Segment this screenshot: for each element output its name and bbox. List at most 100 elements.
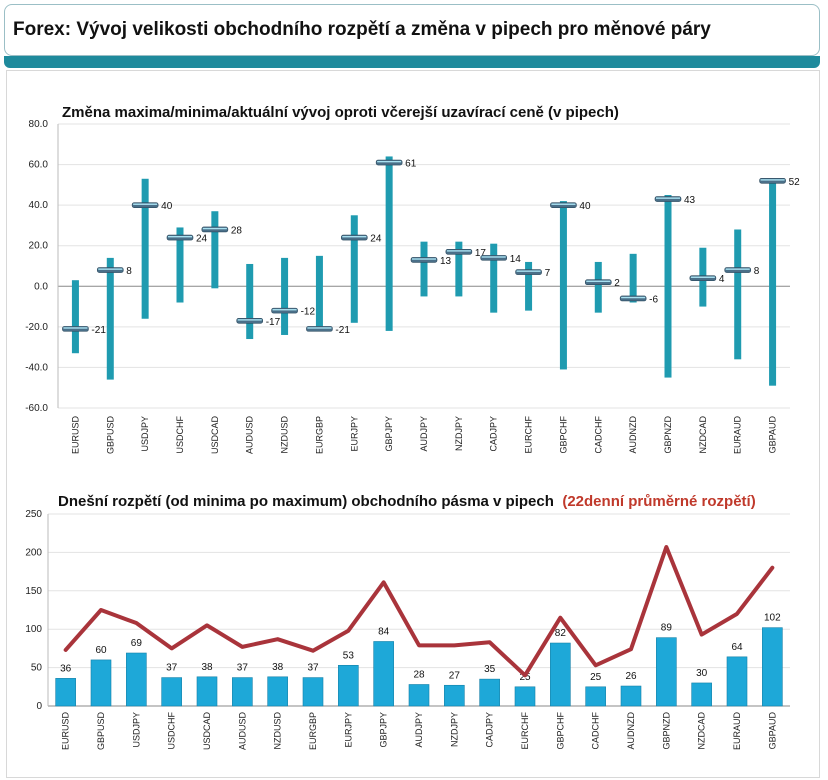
y-tick-label: 20.0 — [29, 241, 49, 252]
category-label: EURUSD — [70, 416, 80, 455]
category-label: EURGBP — [308, 712, 318, 750]
current-marker-highlight — [202, 227, 227, 230]
category-label: NZDJPY — [454, 416, 464, 451]
bar-value-label: 82 — [555, 628, 567, 639]
current-marker-highlight — [481, 256, 506, 258]
current-marker — [445, 249, 473, 255]
category-label: CADCHF — [591, 711, 601, 749]
bar — [444, 684, 465, 707]
range-bar — [629, 253, 637, 303]
value-label: -21 — [335, 325, 350, 336]
current-marker — [619, 295, 647, 302]
current-marker — [724, 267, 752, 273]
category-label: AUDNZD — [626, 712, 636, 750]
range-bar — [594, 261, 602, 313]
bar-value-label: 60 — [95, 645, 107, 656]
y-tick-label: 100 — [25, 624, 42, 635]
value-label: 8 — [754, 266, 760, 277]
value-label: 40 — [161, 201, 173, 212]
value-label: -6 — [649, 294, 658, 305]
page-title: Forex: Vývoj velikosti obchodního rozpět… — [13, 19, 711, 40]
range-bar — [71, 280, 79, 354]
current-marker-highlight — [272, 309, 297, 311]
bar-value-label: 38 — [272, 662, 284, 673]
category-label: EURCHF — [524, 415, 534, 453]
y-tick-label: -60.0 — [25, 403, 48, 414]
current-marker-highlight — [621, 296, 646, 299]
bar-value-label: 27 — [449, 670, 461, 681]
current-marker — [584, 279, 612, 286]
current-marker — [759, 178, 786, 184]
bar-value-label: 64 — [731, 642, 743, 653]
current-marker-highlight — [690, 276, 715, 278]
range-chart-title: Změna maxima/minima/aktuální vývoj oprot… — [62, 104, 619, 121]
current-marker — [131, 202, 159, 208]
y-tick-label: 150 — [25, 586, 42, 597]
bar-line-chart: Dnešní rozpětí (od minima po maximum) ob… — [25, 493, 790, 751]
bar — [267, 676, 288, 707]
value-label: 8 — [126, 266, 132, 277]
bar — [90, 659, 112, 707]
value-label: 7 — [545, 268, 551, 279]
bar-value-label: 38 — [201, 662, 213, 673]
category-label: AUDUSD — [245, 416, 255, 455]
bar-value-label: 37 — [307, 663, 319, 674]
category-label: GBPNZD — [661, 712, 671, 750]
average-line — [63, 545, 775, 678]
range-bar — [350, 215, 358, 323]
range-bar — [176, 227, 184, 303]
bar-value-label: 30 — [696, 668, 708, 679]
current-marker — [306, 326, 333, 332]
current-marker-highlight — [98, 268, 123, 270]
category-label: NZDCAD — [697, 712, 707, 750]
category-label: USDCAD — [202, 712, 212, 751]
category-label: EURCHF — [520, 711, 530, 749]
current-marker — [375, 159, 403, 166]
bar — [550, 642, 571, 707]
current-marker-highlight — [237, 319, 262, 321]
bar — [373, 641, 394, 707]
current-marker — [410, 257, 438, 263]
bar-value-label: 84 — [378, 626, 390, 637]
y-tick-label: 0 — [36, 701, 42, 712]
category-label: AUDUSD — [237, 712, 247, 751]
category-label: USDJPY — [131, 712, 141, 748]
value-label: 61 — [405, 159, 417, 170]
value-label: -12 — [301, 307, 316, 318]
bar — [585, 686, 606, 707]
current-marker — [689, 275, 717, 281]
category-label: AUDJPY — [419, 416, 429, 452]
category-label: GBPJPY — [379, 712, 389, 748]
range-chart: Změna maxima/minima/aktuální vývoj oprot… — [25, 104, 800, 455]
current-marker — [62, 326, 89, 332]
current-marker-highlight — [168, 236, 192, 238]
category-label: GBPUSD — [96, 712, 106, 751]
current-marker — [340, 234, 368, 241]
current-marker-highlight — [63, 327, 88, 329]
range-bar — [106, 257, 114, 380]
category-label: USDCAD — [210, 416, 220, 455]
bar-chart-title: Dnešní rozpětí (od minima po maximum) ob… — [58, 493, 756, 510]
bar-value-label: 69 — [131, 638, 143, 649]
current-marker — [654, 196, 682, 202]
y-tick-label: 60.0 — [29, 160, 49, 171]
current-marker — [271, 307, 298, 314]
header-accent-band — [4, 56, 820, 68]
category-label: AUDNZD — [628, 416, 638, 454]
category-label: NZDUSD — [273, 712, 283, 750]
bar — [656, 637, 677, 707]
bar-value-label: 35 — [484, 664, 496, 675]
category-label: GBPAUD — [767, 712, 777, 750]
current-marker-highlight — [133, 203, 158, 205]
range-bar — [211, 211, 219, 289]
y-tick-label: -20.0 — [25, 322, 48, 333]
bar-value-label: 28 — [413, 669, 425, 680]
bar-value-label: 25 — [519, 672, 531, 683]
bar — [338, 664, 359, 707]
current-marker-highlight — [586, 280, 611, 283]
range-bar — [490, 243, 498, 313]
bar — [408, 684, 430, 707]
category-label: AUDJPY — [414, 712, 424, 748]
current-marker-highlight — [412, 258, 436, 260]
current-marker — [515, 269, 542, 275]
